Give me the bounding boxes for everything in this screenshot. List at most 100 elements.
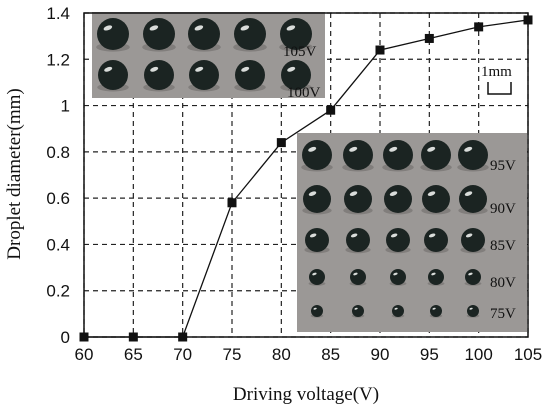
x-tick-label: 95 <box>420 345 439 364</box>
droplet-highlight <box>464 191 473 196</box>
droplet <box>189 60 219 90</box>
x-tick-label: 100 <box>464 345 492 364</box>
droplet-highlight <box>389 191 398 196</box>
droplet <box>281 60 311 90</box>
y-axis-title: Droplet diameter(mm) <box>4 88 25 259</box>
droplet <box>424 228 448 252</box>
x-tick-label: 75 <box>223 345 242 364</box>
droplet-highlight <box>353 272 358 276</box>
droplet <box>458 140 488 170</box>
series-line <box>84 19 529 338</box>
droplet <box>235 60 265 90</box>
droplet <box>311 305 323 317</box>
droplet <box>280 18 312 50</box>
inset-label-80v: 80V <box>490 275 516 291</box>
droplet <box>421 140 451 170</box>
droplet-highlight <box>195 66 204 72</box>
droplet-highlight <box>103 25 113 31</box>
x-tick-label: 60 <box>75 345 94 364</box>
droplet-highlight <box>350 233 358 238</box>
data-point <box>474 22 484 32</box>
droplet <box>234 18 266 50</box>
droplet <box>465 269 481 285</box>
droplet-highlight <box>465 233 473 238</box>
droplet-highlight <box>394 307 398 310</box>
droplet-highlight <box>349 191 358 196</box>
droplet-highlight <box>308 191 317 196</box>
droplet <box>467 305 479 317</box>
y-tick-label: 1 <box>61 97 70 116</box>
y-tick-label: 0.4 <box>46 235 70 254</box>
droplet <box>309 269 325 285</box>
droplet-highlight <box>312 272 317 276</box>
droplet-highlight <box>464 146 473 152</box>
droplet-highlight <box>241 66 250 72</box>
x-tick-label: 65 <box>124 345 143 364</box>
droplet-highlight <box>354 307 358 310</box>
data-point <box>178 332 188 342</box>
y-tick-label: 0.2 <box>46 282 70 301</box>
droplet <box>303 185 331 213</box>
y-tick-label: 1.4 <box>46 4 70 23</box>
inset-label-100v: 100V <box>287 85 321 101</box>
x-tick-label: 85 <box>321 345 340 364</box>
droplet <box>383 140 413 170</box>
data-series <box>79 15 533 342</box>
data-point <box>326 105 336 115</box>
inset-label-95v: 95V <box>490 158 516 174</box>
droplet-highlight <box>104 66 113 72</box>
data-point <box>523 15 533 25</box>
droplet-highlight <box>240 25 250 31</box>
droplet <box>422 185 450 213</box>
droplet <box>143 18 175 50</box>
droplet-highlight <box>428 233 436 238</box>
data-point <box>227 198 237 208</box>
droplet <box>343 140 373 170</box>
plot-border <box>83 12 529 338</box>
droplet-highlight <box>468 272 473 276</box>
scale-bar: 1mm <box>481 64 512 95</box>
droplet <box>344 185 372 213</box>
droplet-highlight <box>390 233 398 238</box>
droplet-highlight <box>431 272 436 276</box>
droplet <box>97 18 129 50</box>
droplet <box>305 228 329 252</box>
x-tick-label: 70 <box>173 345 192 364</box>
droplet-highlight <box>308 146 317 152</box>
data-point <box>276 138 286 148</box>
droplet-highlight <box>469 307 473 310</box>
droplet <box>144 60 174 90</box>
data-point <box>375 45 385 55</box>
droplet <box>350 269 366 285</box>
y-tick-label: 0 <box>61 328 70 347</box>
droplet-highlight <box>287 66 296 72</box>
droplet-highlight <box>286 25 296 31</box>
droplet <box>392 305 404 317</box>
inset-label-75v: 75V <box>490 306 516 322</box>
x-axis-title: Driving voltage(V) <box>233 384 379 405</box>
y-tick-label: 0.6 <box>46 189 70 208</box>
droplet <box>98 60 128 90</box>
droplet <box>386 228 410 252</box>
droplet-highlight <box>349 146 358 152</box>
tick-labels: 60 65 70 75 80 85 90 95 100 105 0 0.2 0.4 0.6 0.8 1 1.2 1… <box>46 4 542 364</box>
droplet <box>430 305 442 317</box>
droplet-highlight <box>389 146 398 152</box>
droplet <box>384 185 412 213</box>
inset-top: 105V 100V <box>92 12 325 101</box>
data-point <box>79 332 89 342</box>
droplet-highlight <box>149 25 159 31</box>
x-tick-label: 90 <box>371 345 390 364</box>
data-point <box>128 332 138 342</box>
droplet <box>188 18 220 50</box>
data-point <box>424 33 434 43</box>
droplet-highlight <box>427 191 436 196</box>
droplet-highlight <box>150 66 159 72</box>
y-tick-label: 0.8 <box>46 143 70 162</box>
droplet-highlight <box>194 25 204 31</box>
inset-label-90v: 90V <box>490 201 516 217</box>
droplet <box>346 228 370 252</box>
x-tick-label: 105 <box>514 345 542 364</box>
inset-label-85v: 85V <box>490 238 516 254</box>
